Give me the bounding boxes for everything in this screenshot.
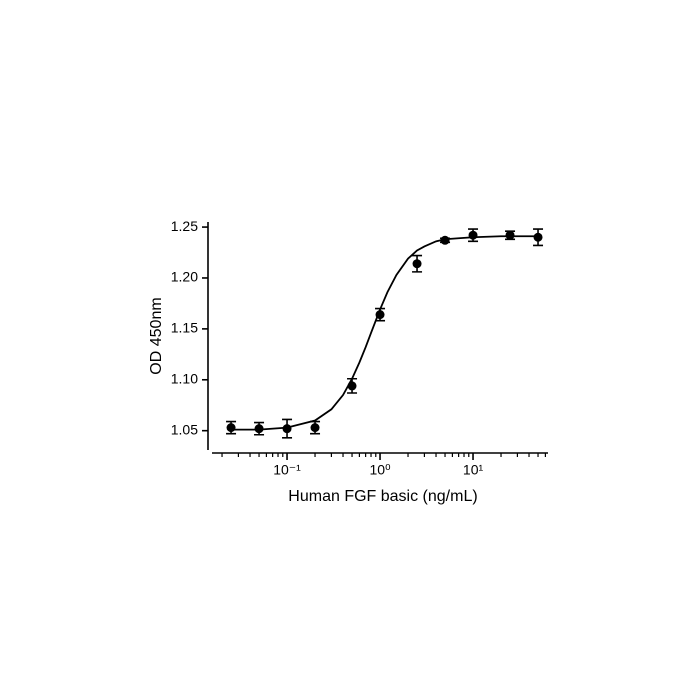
data-point (440, 235, 450, 245)
x-tick-label: 10¹ (463, 462, 484, 478)
y-tick-label: 1.15 (171, 320, 198, 336)
x-tick-label: 10⁻¹ (273, 462, 301, 478)
y-axis-title: OD 450nm (148, 297, 165, 374)
x-tick-label: 10⁰ (369, 462, 391, 478)
y-tick-label: 1.10 (171, 370, 198, 386)
x-axis-title: Human FGF basic (ng/mL) (288, 488, 477, 505)
data-point (254, 424, 264, 434)
y-tick-label: 1.25 (171, 218, 198, 234)
data-point (533, 232, 543, 242)
data-point (505, 230, 515, 240)
data-point (226, 423, 236, 433)
y-tick-label: 1.20 (171, 269, 198, 285)
fit-curve (231, 235, 539, 431)
data-point (412, 259, 422, 269)
data-point (310, 423, 320, 433)
y-tick-label: 1.05 (171, 421, 198, 437)
